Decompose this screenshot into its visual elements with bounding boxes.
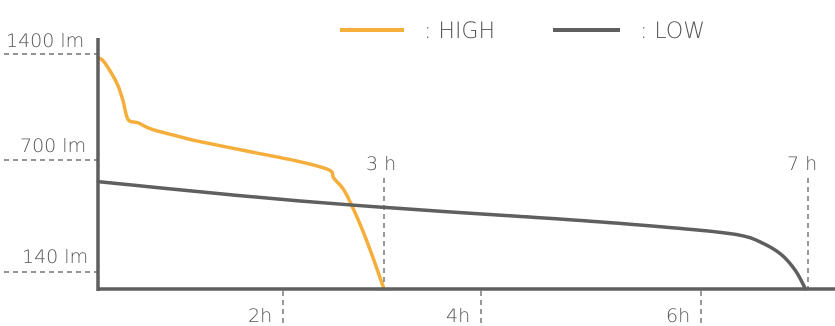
x-ticks: 2h 4h 6h xyxy=(248,291,702,326)
annotation-7h-label: 7 h xyxy=(787,153,817,175)
legend-high-label: : HIGH xyxy=(424,19,495,44)
legend: : HIGH : LOW xyxy=(340,19,705,44)
y-ticks: 1400 lm 700 lm 140 lm xyxy=(4,30,98,273)
x-tick-label-4h: 4h xyxy=(446,305,470,326)
runtime-annotations: 3 h 7 h xyxy=(366,153,817,290)
series-high-line xyxy=(96,55,386,291)
y-tick-label-700: 700 lm xyxy=(20,135,86,157)
y-tick-label-1400: 1400 lm xyxy=(6,30,84,52)
x-tick-label-2h: 2h xyxy=(248,305,272,326)
y-tick-label-140: 140 lm xyxy=(22,246,88,268)
legend-low-label: : LOW xyxy=(640,19,705,44)
x-tick-label-6h: 6h xyxy=(666,305,690,326)
series-low-line xyxy=(96,179,808,291)
annotation-3h-label: 3 h xyxy=(366,153,396,175)
